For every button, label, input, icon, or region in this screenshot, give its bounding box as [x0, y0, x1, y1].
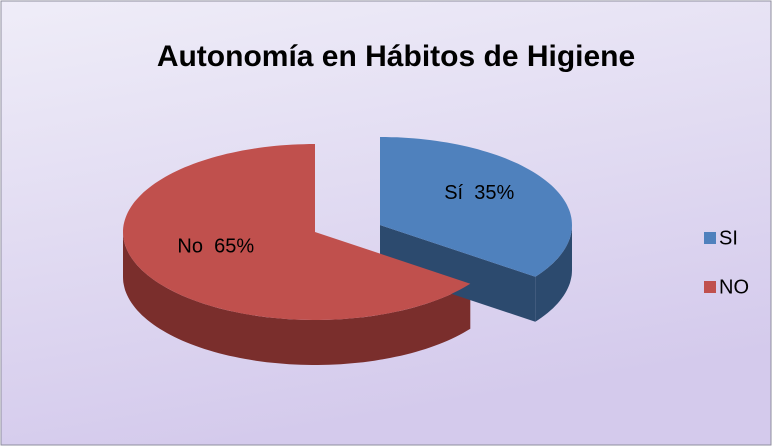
data-label: Sí 35% [444, 182, 514, 204]
legend-swatch [704, 281, 716, 293]
chart-title: Autonomía en Hábitos de Higiene [157, 40, 635, 73]
slice-side [123, 232, 471, 365]
slice [123, 144, 471, 320]
slice [380, 137, 572, 277]
data-label: No 65% [177, 235, 254, 257]
legend-label: SI [719, 227, 738, 249]
slice-side [535, 225, 572, 322]
legend-swatch [704, 232, 716, 244]
slice-cut-face [380, 225, 536, 322]
legend-label: NO [719, 276, 749, 298]
